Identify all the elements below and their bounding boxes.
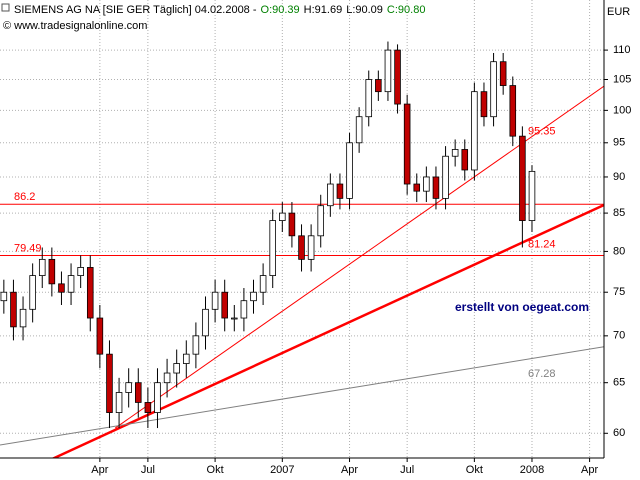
candle-body	[375, 79, 382, 93]
y-tick-label: 110	[613, 44, 631, 56]
x-tick-label: Okt	[466, 464, 483, 476]
candle-body	[269, 220, 276, 276]
ohlc-label: O:90.39	[261, 4, 300, 16]
ohlc-label: H:91.69	[304, 4, 343, 16]
horizontal-line-label: 79.49	[14, 242, 42, 254]
trend-line-label: 67.28	[528, 368, 556, 380]
candle-body	[192, 335, 200, 355]
source: © www.tradesignalonline.com	[3, 20, 147, 32]
x-tick-label: Apr	[91, 464, 108, 476]
candle-body	[509, 85, 517, 137]
candle-body	[240, 300, 248, 319]
x-tick-label: Apr	[581, 464, 598, 476]
title-text: SIEMENS AG NA [SIE GER Täglich] 04.02.20…	[14, 4, 257, 16]
ohlc-label: L:90.09	[346, 4, 383, 16]
candle-body	[115, 392, 123, 413]
trend-line-label: 81.24	[528, 239, 556, 251]
y-tick-label: 85	[613, 207, 625, 219]
candle-body	[346, 142, 353, 199]
candle-body	[317, 205, 325, 237]
candle-body	[442, 155, 449, 199]
candle-body	[279, 212, 286, 221]
candle-body	[423, 176, 430, 192]
candle-body	[250, 291, 257, 302]
candle-body	[86, 267, 94, 319]
candle-body	[125, 382, 132, 393]
trend-line	[51, 203, 604, 458]
candle-body	[144, 402, 152, 413]
candle-body	[0, 291, 8, 302]
y-tick-label: 105	[613, 73, 631, 85]
y-tick-label: 60	[613, 427, 625, 439]
candle-body	[365, 79, 373, 118]
y-unit: EUR	[607, 6, 630, 18]
candle-body	[183, 353, 190, 364]
candle-body	[259, 275, 267, 293]
candle-body	[38, 258, 46, 276]
candle-body	[231, 317, 238, 320]
candle-body	[96, 317, 104, 355]
candle-body	[519, 135, 526, 221]
candle-body	[58, 283, 65, 293]
candle-body	[499, 61, 507, 86]
candle-body	[106, 353, 113, 413]
candle-body	[163, 372, 171, 384]
candles	[0, 41, 536, 429]
candle-body	[48, 258, 56, 285]
x-tick-label: Okt	[207, 464, 224, 476]
candle-body	[10, 291, 17, 328]
candle-body	[403, 103, 411, 185]
x-tick-label: 2007	[270, 464, 294, 476]
candle-body	[528, 170, 536, 221]
overlays	[0, 85, 604, 458]
candle-body	[19, 308, 27, 328]
candle-body	[394, 49, 401, 105]
x-tick-label: Apr	[341, 464, 358, 476]
y-tick-label: 100	[613, 104, 631, 116]
candle-body	[202, 308, 209, 337]
candle-body	[461, 149, 469, 171]
candle-body	[471, 91, 478, 171]
candle-body	[67, 275, 75, 293]
candle-body	[490, 61, 497, 118]
ohlc-label: C:90.80	[387, 4, 426, 16]
candle-body	[134, 382, 142, 403]
candle-body	[211, 291, 219, 310]
chart-title: SIEMENS AG NA [SIE GER Täglich] 04.02.20…	[14, 4, 425, 16]
annotation: erstellt von oegeat.com	[455, 300, 589, 314]
horizontal-line-label: 86.2	[14, 191, 35, 203]
candle-body	[355, 116, 363, 144]
x-tick-label: 2008	[520, 464, 544, 476]
candle-body	[327, 183, 334, 207]
y-tick-label: 75	[613, 286, 625, 298]
candle-body	[451, 149, 459, 157]
x-tick-label: Jul	[141, 464, 155, 476]
candle-body	[173, 363, 180, 374]
candle-body	[221, 291, 228, 319]
candle-body	[432, 176, 440, 199]
trend-line	[0, 346, 604, 446]
candle-body	[288, 212, 296, 237]
menu-icon	[1, 3, 10, 12]
candle-body	[77, 267, 84, 276]
y-tick-label: 90	[613, 171, 625, 183]
y-tick-label: 95	[613, 137, 625, 149]
y-tick-label: 80	[613, 245, 625, 257]
candle-body	[307, 235, 315, 260]
candle-body	[336, 183, 344, 199]
y-tick-label: 65	[613, 377, 625, 389]
candle-body	[384, 49, 392, 93]
candle-body	[298, 235, 305, 260]
x-tick-label: Jul	[400, 464, 414, 476]
candle-body	[413, 183, 421, 192]
candle-body	[154, 382, 161, 413]
y-tick-label: 70	[613, 330, 625, 342]
candle-body	[480, 91, 488, 118]
candle-body	[29, 275, 36, 310]
trend-line-label: 95.35	[528, 125, 556, 137]
